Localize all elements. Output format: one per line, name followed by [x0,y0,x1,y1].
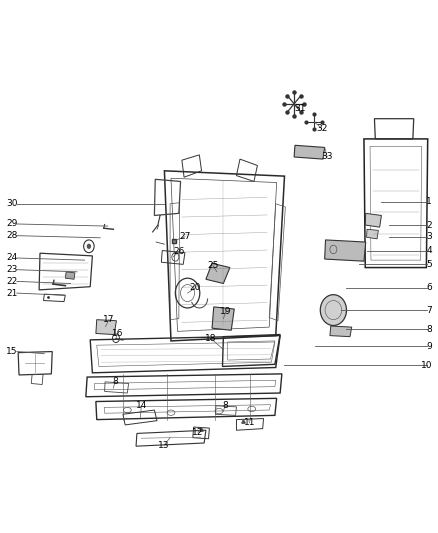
Text: 29: 29 [6,220,18,229]
Text: 19: 19 [220,306,232,316]
Text: 8: 8 [112,377,118,386]
Text: 13: 13 [158,441,170,450]
Text: 18: 18 [205,334,217,343]
Text: 33: 33 [321,152,333,161]
Polygon shape [212,307,234,330]
Text: 12: 12 [192,428,204,437]
Polygon shape [65,272,75,279]
Text: 27: 27 [179,232,191,241]
Polygon shape [365,213,381,227]
Polygon shape [294,146,325,159]
Polygon shape [330,326,352,337]
Text: 22: 22 [6,277,17,286]
Text: 1: 1 [426,197,432,206]
Text: 14: 14 [136,401,147,410]
Text: 10: 10 [420,361,432,370]
Circle shape [87,244,91,249]
Text: 31: 31 [294,103,306,112]
Text: 16: 16 [112,329,124,338]
Text: 26: 26 [173,247,184,256]
Text: 8: 8 [222,401,228,410]
Text: 23: 23 [6,265,18,274]
Ellipse shape [320,295,346,326]
Text: 11: 11 [244,418,255,427]
Text: 20: 20 [190,283,201,292]
Text: 24: 24 [6,254,17,262]
Text: 30: 30 [6,199,18,208]
Text: 28: 28 [6,231,18,240]
Text: 7: 7 [426,305,432,314]
Text: 21: 21 [6,288,18,297]
Text: 15: 15 [6,347,18,356]
Text: 5: 5 [426,260,432,269]
Text: 4: 4 [427,246,432,255]
Text: 2: 2 [427,221,432,230]
Polygon shape [325,240,366,261]
Polygon shape [96,320,117,335]
Polygon shape [367,229,378,239]
Text: 3: 3 [426,232,432,241]
Text: 6: 6 [426,283,432,292]
Text: 32: 32 [316,124,327,133]
Text: 17: 17 [103,315,115,324]
Text: 25: 25 [207,261,219,270]
Text: 8: 8 [426,325,432,334]
Polygon shape [206,263,230,284]
Text: 9: 9 [426,342,432,351]
